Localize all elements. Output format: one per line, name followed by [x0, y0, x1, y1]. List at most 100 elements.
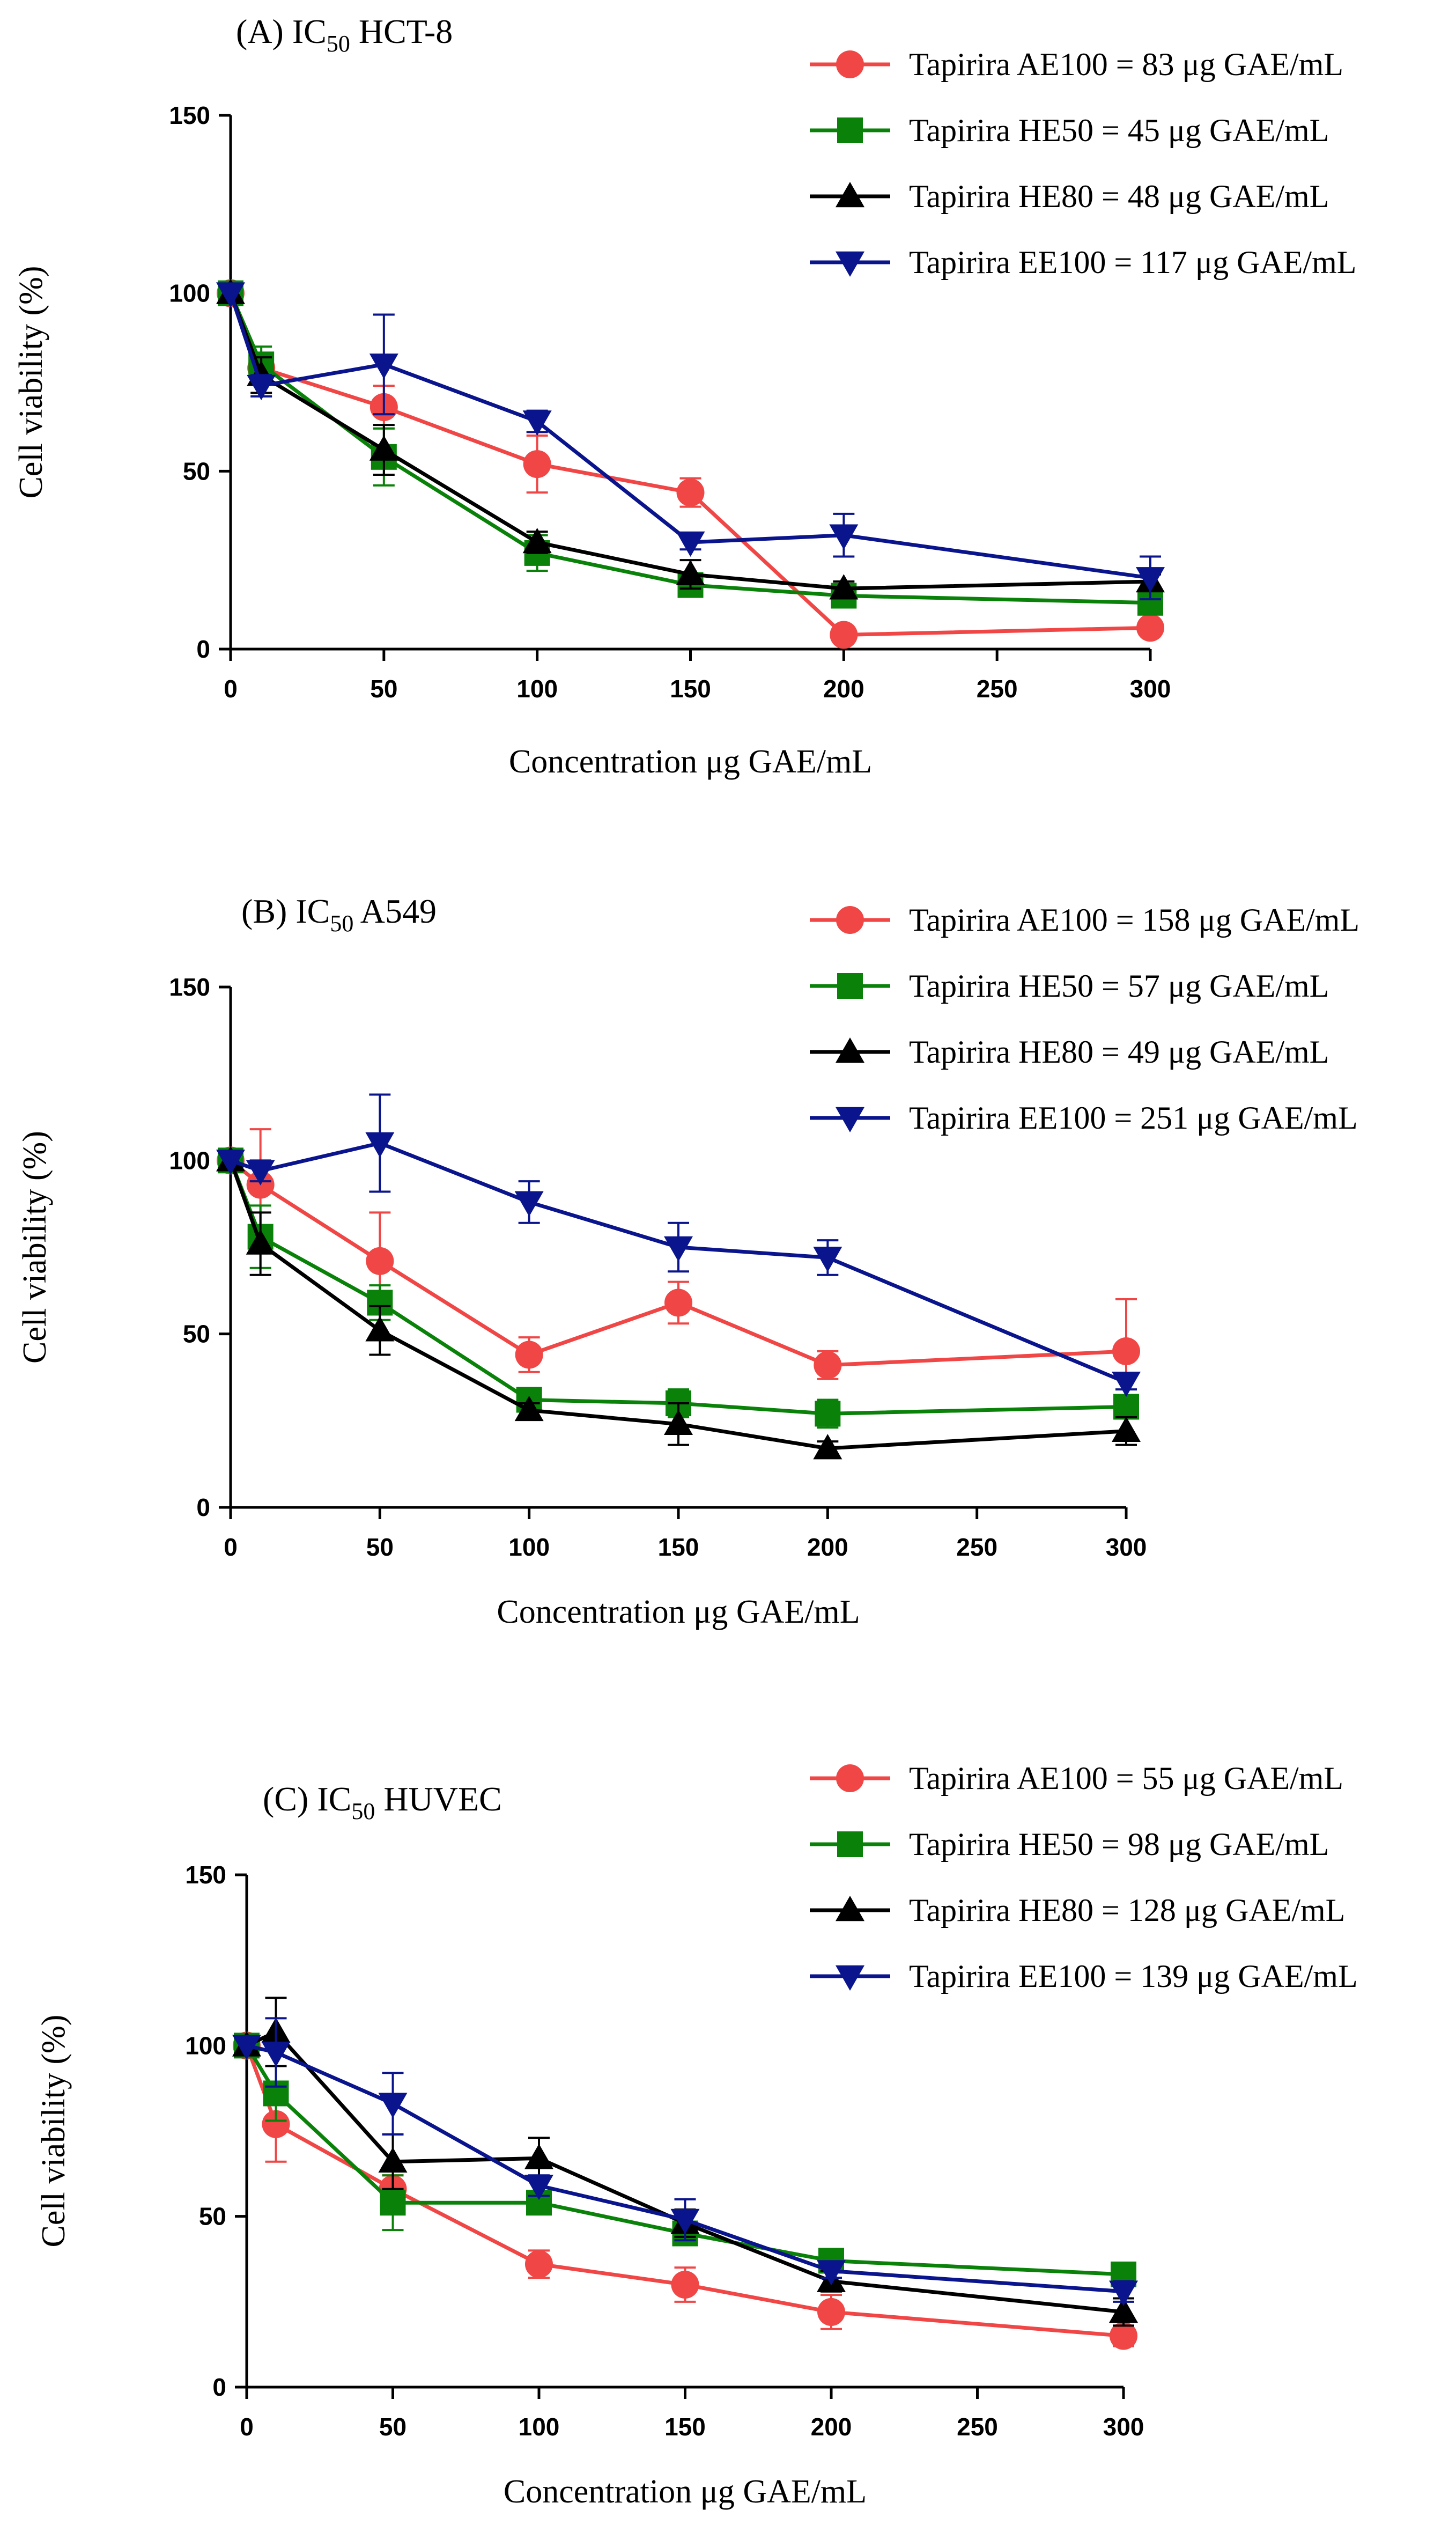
data-point	[523, 450, 551, 478]
data-point	[814, 1351, 842, 1379]
data-point	[246, 1160, 275, 1186]
data-point	[514, 1395, 544, 1422]
legend-label: Tapirira EE100 = 139 μg GAE/mL	[909, 1959, 1358, 1994]
y-axis-title: Cell viability (%)	[17, 1131, 53, 1364]
y-tick-label: 50	[183, 457, 210, 485]
data-point	[1112, 1337, 1140, 1365]
data-point	[829, 574, 859, 600]
data-point	[378, 2147, 408, 2173]
legend-entry: Tapirira EE100 = 251 μg GAE/mL	[810, 1100, 1358, 1136]
data-point	[829, 524, 859, 550]
legend-entry: Tapirira HE80 = 48 μg GAE/mL	[810, 179, 1329, 214]
data-point	[366, 1247, 394, 1275]
data-point	[813, 1247, 842, 1272]
y-tick-label: 50	[183, 1320, 210, 1348]
data-point	[815, 1401, 841, 1427]
x-tick-label: 250	[977, 675, 1018, 703]
data-point	[262, 2110, 290, 2138]
y-tick-label: 150	[169, 101, 210, 129]
legend-marker	[837, 973, 863, 999]
legend-label: Tapirira HE80 = 48 μg GAE/mL	[909, 179, 1329, 214]
x-tick-label: 150	[664, 2413, 706, 2441]
y-axis-title: Cell viability (%)	[35, 2015, 72, 2248]
y-tick-label: 0	[196, 635, 210, 663]
y-tick-label: 0	[212, 2373, 226, 2401]
x-tick-label: 100	[519, 2413, 560, 2441]
data-point	[522, 528, 552, 554]
data-point	[365, 1316, 395, 1342]
data-point	[1110, 2322, 1137, 2350]
legend-label: Tapirira HE80 = 128 μg GAE/mL	[909, 1893, 1345, 1928]
x-tick-label: 100	[516, 675, 558, 703]
x-axis-title: Concentration μg GAE/mL	[504, 2473, 867, 2510]
x-axis-title: Concentration μg GAE/mL	[509, 743, 872, 780]
series-1	[233, 2031, 1137, 2350]
data-point	[369, 435, 398, 461]
y-tick-label: 150	[169, 973, 210, 1001]
data-point	[676, 478, 705, 507]
panel-1: (A) IC50 HCT-80 50 100 150 200 250 30005010015…	[13, 12, 1356, 780]
x-tick-label: 150	[658, 1533, 699, 1561]
panel-title-label: (B) IC	[241, 892, 330, 930]
data-point	[522, 410, 552, 436]
legend-label: Tapirira HE80 = 49 μg GAE/mL	[909, 1034, 1329, 1070]
x-tick-label: 50	[366, 1533, 394, 1561]
legend-entry: Tapirira HE50 = 45 μg GAE/mL	[810, 113, 1329, 148]
legend-entry: Tapirira AE100 = 55 μg GAE/mL	[810, 1761, 1343, 1796]
x-tick-label: 250	[956, 1533, 997, 1561]
legend-marker	[836, 1764, 864, 1792]
y-tick-label: 0	[196, 1493, 210, 1521]
data-point	[664, 1289, 692, 1317]
legend-label: Tapirira HE50 = 98 μg GAE/mL	[909, 1827, 1329, 1862]
data-point	[524, 2175, 553, 2200]
data-point	[232, 2035, 261, 2060]
data-point	[670, 2208, 700, 2235]
legend-entry: Tapirira AE100 = 158 μg GAE/mL	[810, 902, 1359, 938]
y-tick-label: 100	[169, 1146, 210, 1174]
legend-marker	[837, 117, 863, 143]
legend-label: Tapirira EE100 = 117 μg GAE/mL	[909, 245, 1356, 280]
x-tick-label: 300	[1103, 2413, 1144, 2441]
legend-marker	[836, 251, 864, 277]
data-point	[369, 354, 398, 379]
y-axis-title: Cell viability (%)	[13, 266, 49, 499]
data-point	[1136, 567, 1165, 593]
data-point	[1113, 1394, 1139, 1420]
legend-label: Tapirira AE100 = 55 μg GAE/mL	[909, 1761, 1343, 1796]
legend-entry: Tapirira HE80 = 49 μg GAE/mL	[810, 1034, 1329, 1070]
x-tick-label: 250	[957, 2413, 998, 2441]
data-point	[671, 2271, 699, 2299]
legend-marker	[836, 1037, 864, 1063]
panel-title: (C) IC50 HUVEC	[263, 1780, 502, 1824]
data-point	[261, 2041, 291, 2067]
x-tick-label: 50	[379, 2413, 407, 2441]
data-point	[216, 1150, 245, 1175]
x-tick-label: 0	[224, 1533, 238, 1561]
series-4	[216, 282, 1165, 601]
y-tick-label: 100	[185, 2031, 226, 2059]
panel-title-label: (A) IC	[236, 12, 327, 50]
data-point	[524, 2144, 553, 2169]
x-tick-label: 0	[240, 2413, 254, 2441]
y-tick-label: 50	[199, 2203, 226, 2230]
x-tick-label: 300	[1130, 675, 1171, 703]
series-3	[216, 1146, 1141, 1460]
legend-label: Tapirira HE50 = 57 μg GAE/mL	[909, 968, 1329, 1004]
legend-marker	[836, 1965, 864, 1991]
data-point	[676, 559, 705, 585]
data-point	[813, 1434, 842, 1460]
data-point	[1136, 614, 1164, 642]
data-point	[1109, 2297, 1138, 2323]
panel-title-cell: HCT-8	[350, 12, 453, 50]
data-point	[664, 1409, 693, 1435]
panel-title-subscript: 50	[351, 1798, 375, 1824]
x-tick-label: 50	[370, 675, 397, 703]
panel-title-cell: HUVEC	[375, 1780, 501, 1818]
panel-title-label: (C) IC	[263, 1780, 351, 1818]
legend-label: Tapirira AE100 = 83 μg GAE/mL	[909, 47, 1343, 82]
legend-entry: Tapirira EE100 = 139 μg GAE/mL	[810, 1959, 1358, 1994]
data-point	[380, 2190, 406, 2216]
x-tick-label: 200	[811, 2413, 852, 2441]
legend-marker	[836, 182, 864, 208]
